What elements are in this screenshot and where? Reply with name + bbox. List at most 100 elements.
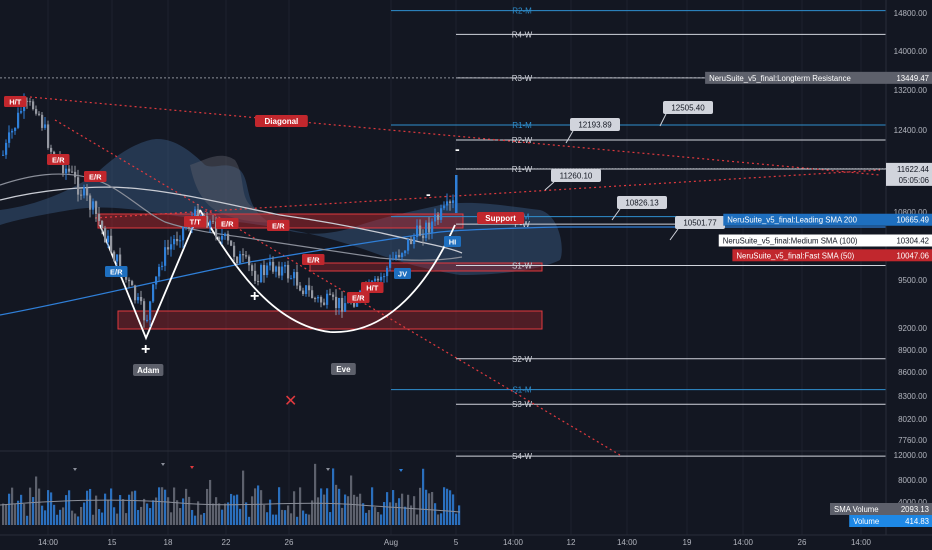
candle-body <box>452 200 455 204</box>
x-tick-label: 14:00 <box>38 538 59 547</box>
volume-bar <box>29 487 32 525</box>
volume-bar <box>266 512 269 525</box>
x-tick-label: 14:00 <box>503 538 524 547</box>
indicator-label-bg <box>705 71 886 84</box>
volume-bar <box>146 503 149 525</box>
volume-bar <box>50 492 53 525</box>
annotation-bg <box>331 363 356 375</box>
candle-body <box>242 254 245 256</box>
callout-text: 10501.77 <box>683 219 717 228</box>
signal-badge-bg <box>347 292 370 303</box>
candle-body <box>5 142 8 155</box>
volume-bar <box>107 499 110 525</box>
candle-body <box>2 154 5 156</box>
last-price-label: 11622.44 05:05:06 <box>456 162 932 186</box>
candle-body <box>149 301 152 320</box>
price-axis[interactable] <box>886 0 932 535</box>
candle-body <box>419 225 422 236</box>
volume-bar <box>230 493 233 525</box>
volume-bar <box>401 493 404 525</box>
candle-body <box>383 276 386 278</box>
candle-body <box>215 221 218 238</box>
candle-body <box>431 221 434 233</box>
volume-marker <box>326 468 330 471</box>
candle-body <box>356 300 359 307</box>
candle-body <box>62 159 65 174</box>
volume-bar <box>65 495 68 525</box>
candle-body <box>311 290 314 299</box>
y-tick-label: 9500.00 <box>898 276 927 285</box>
candle-body <box>323 302 326 305</box>
volume-bar <box>182 498 185 525</box>
last-price-bg <box>886 162 932 186</box>
pivot-label: S2-W <box>512 355 532 364</box>
candle-body <box>50 147 53 152</box>
candle-body <box>74 171 77 178</box>
volume-bar <box>281 509 284 525</box>
volume-bar <box>413 496 416 525</box>
volume-bar <box>80 506 83 525</box>
candle-body <box>266 265 269 276</box>
candle-body <box>257 280 260 283</box>
volume-bar <box>35 476 38 525</box>
candle-body <box>314 298 317 300</box>
x-tick-label: 26 <box>285 538 294 547</box>
volume-bar <box>449 490 452 525</box>
candle-body <box>173 238 176 245</box>
volume-bar <box>344 494 347 525</box>
volume-bar <box>152 500 155 525</box>
signal-badge-label: E/R <box>352 293 365 302</box>
candle-body <box>26 100 29 102</box>
candle-body <box>434 214 437 222</box>
indicator-label-bg <box>732 249 886 262</box>
volume-bar <box>239 508 242 525</box>
volume-bar <box>86 490 89 525</box>
volume-bar <box>104 493 107 525</box>
volume-bar <box>446 488 449 525</box>
pivot-label: R1-W <box>512 165 533 174</box>
signal-badge: E/R <box>267 220 290 231</box>
candle-body <box>260 265 263 283</box>
volume-bar <box>455 513 458 525</box>
signal-badge-label: E/R <box>272 221 285 230</box>
candle-body <box>320 297 323 303</box>
pivot-level: S3-W <box>456 400 886 409</box>
candle-body <box>89 195 92 210</box>
annotation-bg <box>133 364 164 376</box>
eve-pattern <box>199 209 456 333</box>
x-tick-label: 12 <box>567 538 576 547</box>
candle-body <box>395 254 398 259</box>
candle-body <box>86 187 89 196</box>
x-tick-label: 14:00 <box>851 538 872 547</box>
indicator-label: NeruSuite_v5_final:Fast SMA (50) 10047.06 <box>732 249 932 262</box>
volume-label-text: SMA Volume <box>834 505 879 514</box>
candle-body <box>8 132 11 143</box>
volume-bar <box>443 487 446 525</box>
pivot-level: R2-M <box>391 7 886 16</box>
candle-body <box>341 297 344 312</box>
signal-badge-bg <box>84 171 107 182</box>
volume-tick-label: 12000.00 <box>894 451 928 460</box>
annotation-label: Adam <box>133 364 164 376</box>
volume-bar <box>302 510 305 525</box>
candle-body <box>131 281 134 286</box>
plus-marker: + <box>141 341 150 358</box>
candle-body <box>272 261 275 272</box>
time-axis[interactable] <box>0 535 932 550</box>
volume-bar <box>269 499 272 525</box>
signal-badge: H/T <box>361 282 384 293</box>
candle-body <box>353 302 356 307</box>
callout-box <box>551 169 601 182</box>
volume-bar <box>404 506 407 525</box>
candle-body <box>284 264 287 267</box>
signal-badge-bg <box>444 236 461 247</box>
volume-bar <box>167 497 170 525</box>
callout-pointer <box>659 113 667 127</box>
candle-body <box>110 235 113 252</box>
volume-bar <box>71 510 74 525</box>
candle-body <box>128 279 131 282</box>
candle-body <box>137 296 140 301</box>
volume-bar <box>329 512 332 525</box>
volume-bar <box>389 502 392 525</box>
